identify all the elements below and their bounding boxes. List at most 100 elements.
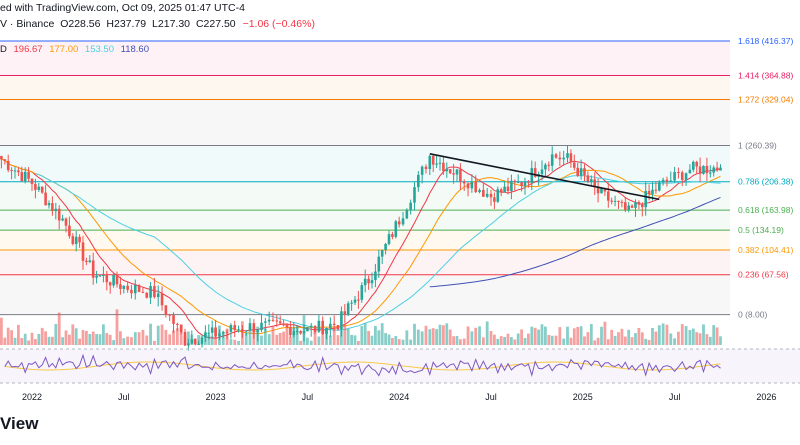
- volume-bar: [130, 337, 133, 345]
- candle-body: [658, 182, 661, 191]
- candle-body: [409, 202, 412, 210]
- volume-bar: [187, 331, 190, 345]
- volume-bar: [630, 337, 634, 345]
- volume-bar: [74, 328, 78, 345]
- volume-bar: [547, 334, 551, 345]
- publisher-line: ed with TradingView.com, Oct 09, 2025 01…: [0, 2, 245, 14]
- candle-body: [237, 329, 240, 331]
- fib-label-1.618: 1.618 (416.37): [738, 36, 793, 46]
- volume-bar: [197, 335, 200, 345]
- volume-bar: [537, 329, 540, 345]
- volume-bar: [340, 330, 343, 345]
- volume-bar: [346, 328, 350, 345]
- volume-bar: [207, 334, 211, 345]
- candle-body: [289, 327, 292, 336]
- volume-bar: [688, 330, 692, 345]
- candle-body: [285, 325, 289, 328]
- volume-bar: [510, 337, 513, 345]
- volume-bar: [661, 323, 665, 345]
- candle-body: [267, 319, 271, 322]
- x-tick-2023: 2023: [206, 392, 226, 402]
- volume-bar: [105, 333, 109, 345]
- candle-body: [634, 201, 637, 208]
- candle-body: [37, 186, 41, 190]
- volume-bar: [3, 337, 7, 345]
- volume-bar: [54, 323, 58, 345]
- volume-bar: [583, 336, 586, 345]
- fib-bands: [0, 41, 730, 315]
- candle-body: [179, 324, 183, 332]
- candle-body: [343, 311, 347, 315]
- volume-bar: [61, 337, 64, 345]
- ma2-value: 177.00: [49, 44, 79, 55]
- ma-mid-line: [1, 158, 721, 335]
- candle-body: [607, 191, 610, 201]
- volume-bar: [579, 326, 583, 345]
- fib-band: [0, 99, 730, 146]
- volume-bar: [51, 336, 54, 345]
- candle-body: [624, 202, 627, 210]
- candle-body: [719, 167, 722, 171]
- volume-bar: [313, 330, 317, 345]
- fib-band: [0, 75, 730, 100]
- candle-body: [20, 172, 24, 182]
- volume-bar: [112, 340, 115, 345]
- volume-bar: [695, 332, 699, 345]
- ohlc-line: V · Binance O228.56 H237.79 L217.30 C227…: [0, 16, 315, 32]
- candle-body: [133, 284, 137, 294]
- volume-bar: [613, 335, 617, 345]
- candle-body: [30, 178, 34, 184]
- candle-body: [57, 208, 61, 221]
- candle-body: [183, 331, 187, 346]
- fib-lines: [0, 40, 730, 316]
- volume-bar: [405, 330, 409, 345]
- fib-band: [0, 145, 730, 182]
- volume-bar: [34, 339, 37, 345]
- candle-body: [168, 314, 171, 316]
- volume-bar: [85, 330, 88, 345]
- volume-bar: [442, 325, 445, 345]
- volume-bar: [149, 323, 152, 345]
- ma4-value: 118.60: [120, 44, 149, 55]
- volume-bar: [91, 331, 95, 345]
- volume-bar: [496, 338, 500, 345]
- candle-body: [329, 323, 332, 328]
- candle-body: [715, 167, 719, 171]
- volume-bar: [271, 326, 275, 345]
- low-value: L217.30: [152, 18, 191, 30]
- candle-body: [98, 275, 102, 277]
- candle-body: [370, 280, 374, 284]
- candle-body: [692, 161, 695, 170]
- candle-body: [566, 153, 569, 158]
- volume-bar: [485, 321, 489, 345]
- candle-body: [61, 218, 64, 221]
- candle-body: [10, 170, 13, 172]
- candle-body: [336, 325, 340, 330]
- volume-bar: [115, 309, 119, 345]
- volume-bar: [27, 340, 30, 345]
- volume-bar: [530, 326, 534, 345]
- candle-body: [455, 169, 459, 175]
- fib-label-0.382: 0.382 (104.41): [738, 245, 793, 255]
- candle-body: [164, 305, 168, 315]
- candle-body: [78, 236, 81, 243]
- volume-bar: [13, 337, 17, 345]
- candle-body: [102, 275, 105, 277]
- candle-body: [499, 189, 503, 193]
- volume-bar: [562, 338, 566, 345]
- volume-bar: [506, 333, 510, 345]
- candle-body: [160, 293, 164, 306]
- candle-body: [530, 168, 534, 183]
- volume-bar: [593, 340, 597, 345]
- candle-body: [637, 201, 641, 205]
- x-tick-jul: Jul: [669, 392, 681, 402]
- candle-body: [482, 189, 485, 197]
- candle-body: [363, 278, 367, 286]
- candle-body: [325, 327, 328, 334]
- candle-body: [510, 180, 513, 191]
- fib-label-0: 0 (8.00): [738, 310, 767, 320]
- candle-body: [350, 302, 353, 304]
- candle-body: [506, 186, 510, 191]
- volume-bar: [233, 339, 237, 345]
